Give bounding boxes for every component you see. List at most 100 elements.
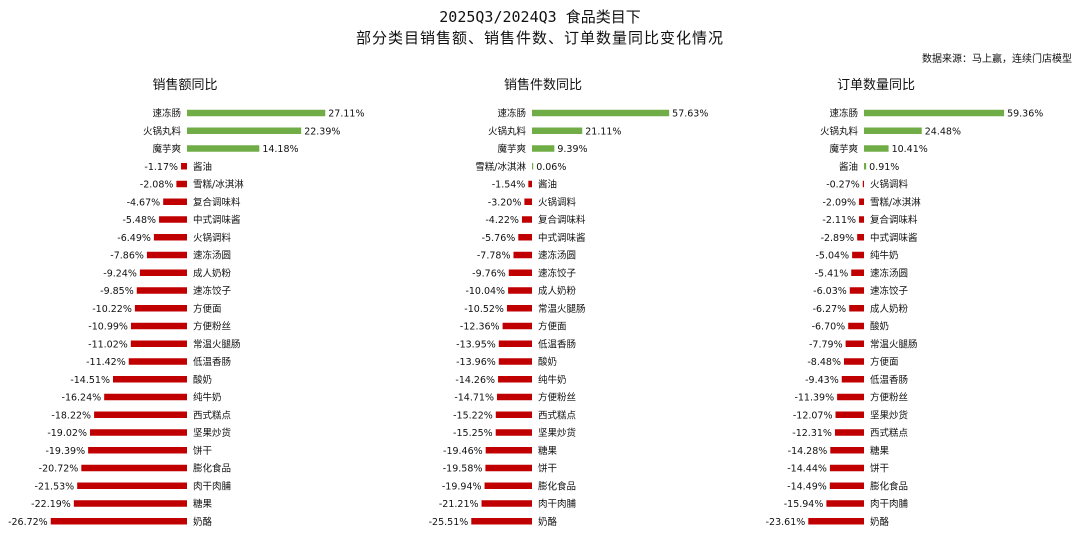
data-label: -2.89% xyxy=(821,233,855,244)
bar-4 xyxy=(181,163,187,170)
bar-4 xyxy=(532,163,534,170)
category-label: 膨化食品 xyxy=(870,480,908,492)
bar-18 xyxy=(94,411,187,418)
data-label: -22.19% xyxy=(31,499,71,510)
data-label: -25.51% xyxy=(429,517,469,528)
data-label: 57.63% xyxy=(672,109,708,120)
data-label: 24.48% xyxy=(925,126,961,137)
data-label: -7.79% xyxy=(809,339,843,350)
category-label: 酸奶 xyxy=(193,374,212,386)
category-label: 肉干肉脯 xyxy=(538,498,577,510)
category-label: 魔芋爽 xyxy=(152,143,181,155)
category-label: 酸奶 xyxy=(538,356,557,368)
category-label: 肉干肉脯 xyxy=(193,480,232,492)
data-label: -9.76% xyxy=(472,268,506,279)
category-label: 方便粉丝 xyxy=(193,321,231,333)
data-label: -10.22% xyxy=(92,304,132,315)
category-label: 中式调味酱 xyxy=(870,232,918,244)
data-label: 14.18% xyxy=(262,144,298,155)
category-label: 火锅丸料 xyxy=(820,125,859,137)
bar-21 xyxy=(829,464,864,472)
bar-10 xyxy=(508,269,532,276)
bar-23 xyxy=(481,500,532,507)
bar-20 xyxy=(485,447,532,454)
bar-2 xyxy=(864,127,922,134)
category-label: 雪糕/冰淇淋 xyxy=(193,179,244,191)
data-label: -5.76% xyxy=(482,233,516,244)
data-label: -19.46% xyxy=(443,446,483,457)
category-label: 酱油 xyxy=(538,179,557,191)
bar-16 xyxy=(498,376,532,383)
data-label: -0.27% xyxy=(826,180,860,191)
category-label: 复合调味料 xyxy=(870,214,918,226)
bar-7 xyxy=(859,216,864,223)
bar-23 xyxy=(826,500,864,507)
data-label: -14.51% xyxy=(70,375,110,386)
category-label: 速冻饺子 xyxy=(193,285,232,297)
bar-23 xyxy=(73,500,187,507)
data-label: -19.58% xyxy=(443,464,483,475)
bar-21 xyxy=(485,464,532,472)
category-label: 饼干 xyxy=(538,463,557,475)
category-label: 速冻肠 xyxy=(829,108,858,120)
data-label: -21.21% xyxy=(439,499,479,510)
category-label: 纯牛奶 xyxy=(870,250,899,262)
data-label: 21.11% xyxy=(585,126,621,137)
data-label: 10.41% xyxy=(892,144,928,155)
category-label: 纯牛奶 xyxy=(193,392,222,404)
category-label: 魔芋爽 xyxy=(497,143,526,155)
category-label: 方便粉丝 xyxy=(538,392,576,404)
category-label: 常温火腿肠 xyxy=(538,303,586,315)
category-label: 糖果 xyxy=(538,445,558,457)
bar-6 xyxy=(163,198,187,205)
data-label: -19.94% xyxy=(442,481,482,492)
category-label: 糖果 xyxy=(193,498,213,510)
bar-3 xyxy=(864,145,889,152)
bar-2 xyxy=(187,127,302,134)
data-label: -18.22% xyxy=(51,410,91,421)
category-label: 常温火腿肠 xyxy=(193,338,241,350)
bar-17 xyxy=(104,393,187,401)
category-label: 速冻汤圆 xyxy=(870,267,908,279)
category-label: 奶酪 xyxy=(538,516,558,528)
bar-17 xyxy=(496,393,532,401)
data-label: -6.49% xyxy=(117,233,151,244)
data-label: -5.41% xyxy=(815,268,849,279)
category-label: 低温香肠 xyxy=(538,338,576,350)
data-label: -15.94% xyxy=(784,499,824,510)
bar-4 xyxy=(864,163,867,170)
bar-20 xyxy=(830,447,864,454)
data-label: -3.20% xyxy=(488,197,522,208)
bar-15 xyxy=(843,358,864,365)
page-subtitle: 部分类目销售额、销售件数、订单数量同比变化情况 xyxy=(355,29,724,47)
category-label: 火锅调料 xyxy=(538,196,577,208)
data-label: -13.95% xyxy=(456,339,496,350)
data-label: 9.39% xyxy=(557,144,587,155)
data-label: -5.04% xyxy=(815,251,849,262)
bar-13 xyxy=(848,322,864,330)
data-label: 0.06% xyxy=(536,162,566,173)
bar-22 xyxy=(484,482,532,489)
category-label: 奶酪 xyxy=(870,516,890,528)
category-label: 方便面 xyxy=(193,303,222,315)
bar-10 xyxy=(139,269,187,276)
data-label: -14.71% xyxy=(454,393,494,404)
category-label: 速冻肠 xyxy=(497,108,526,120)
chart-title: 订单数量同比 xyxy=(837,78,915,93)
bar-8 xyxy=(153,234,187,241)
bar-3 xyxy=(532,145,555,152)
data-label: 0.91% xyxy=(869,162,899,173)
category-label: 成人奶粉 xyxy=(193,267,232,279)
data-label: -15.22% xyxy=(453,410,493,421)
category-label: 中式调味酱 xyxy=(538,232,586,244)
category-label: 饼干 xyxy=(870,463,889,475)
bar-3 xyxy=(187,145,260,152)
category-label: 成人奶粉 xyxy=(538,285,577,297)
category-label: 酱油 xyxy=(193,161,212,173)
data-label: 27.11% xyxy=(328,109,364,120)
data-label: -2.08% xyxy=(140,180,174,191)
category-label: 低温香肠 xyxy=(193,356,231,368)
data-label: -14.49% xyxy=(787,481,827,492)
data-label: -6.70% xyxy=(812,322,846,333)
category-label: 魔芋爽 xyxy=(829,143,858,155)
